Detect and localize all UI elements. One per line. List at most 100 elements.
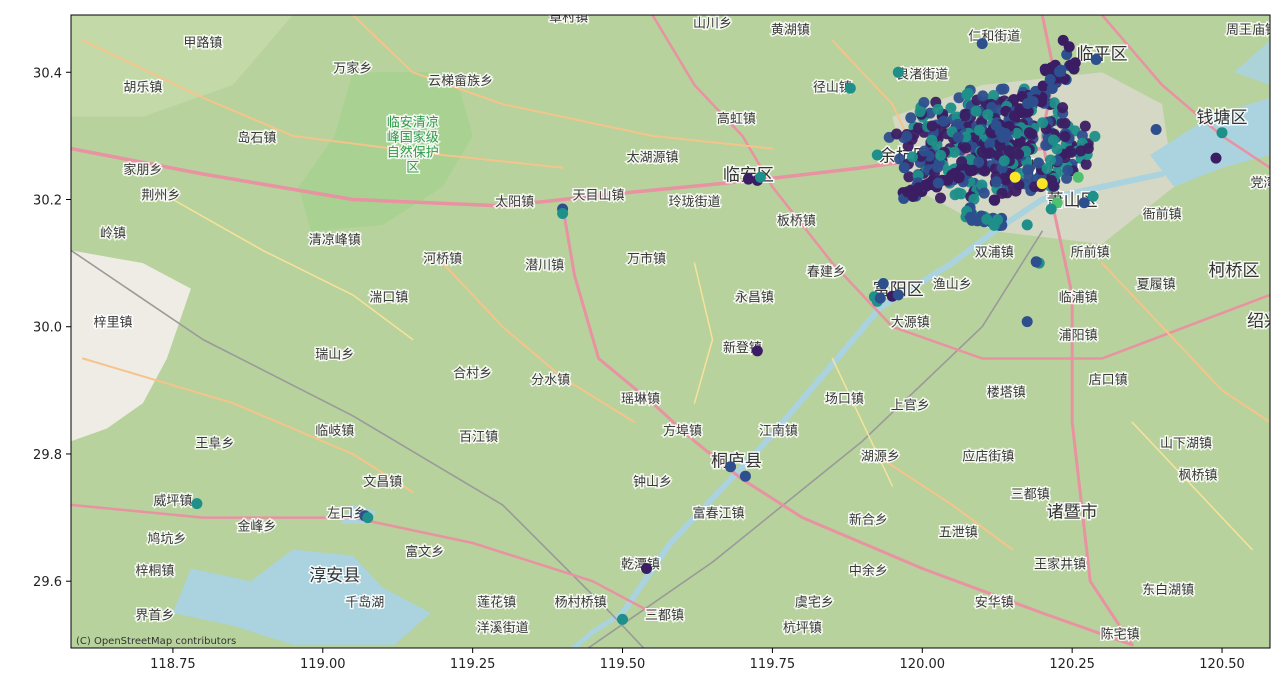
place-label: 场口镇 bbox=[825, 392, 864, 407]
cluster-point bbox=[1044, 74, 1056, 85]
place-label: 金峰乡 bbox=[237, 518, 276, 534]
cluster-point bbox=[1059, 131, 1071, 142]
cluster-point bbox=[902, 186, 913, 198]
qiantang-estuary bbox=[1150, 97, 1270, 187]
place-label: 淳安县 bbox=[309, 566, 360, 586]
cluster-point bbox=[1032, 157, 1044, 169]
cluster-point bbox=[965, 211, 977, 223]
primary-road-3 bbox=[441, 262, 636, 424]
place-label: 诸暨市 bbox=[1047, 503, 1098, 523]
scatter-point bbox=[191, 498, 203, 510]
cluster-point bbox=[1082, 143, 1094, 154]
place-label: 钱塘区 bbox=[1197, 108, 1248, 128]
cluster-point bbox=[1051, 143, 1063, 155]
cluster-point bbox=[1008, 110, 1020, 122]
place-label: 应店街镇 bbox=[962, 448, 1014, 464]
place-label: 甲路镇 bbox=[183, 35, 222, 51]
cluster-point bbox=[959, 110, 971, 122]
place-label: 胡乐镇 bbox=[123, 80, 162, 95]
scatter-point bbox=[751, 345, 763, 357]
place-label: 三都镇 bbox=[1011, 487, 1050, 502]
scatter-point bbox=[1009, 171, 1021, 183]
cluster-point bbox=[935, 192, 946, 204]
cluster-point bbox=[938, 115, 950, 127]
place-label: 绍兴 bbox=[1247, 312, 1281, 332]
place-label: 乾潭镇 bbox=[621, 557, 660, 572]
x-tick-label: 119.25 bbox=[450, 657, 496, 672]
place-label: 临平区 bbox=[1077, 45, 1128, 65]
cluster-point bbox=[1053, 66, 1065, 78]
cluster-point bbox=[926, 120, 938, 132]
cluster-point bbox=[945, 102, 957, 114]
cluster-point bbox=[998, 83, 1010, 95]
place-label: 天目山镇 bbox=[573, 188, 625, 203]
cluster-point bbox=[935, 149, 947, 161]
place-label: 山下湖镇 bbox=[1160, 437, 1212, 452]
scatter-point bbox=[892, 66, 904, 78]
place-label: 荆州乡 bbox=[141, 187, 180, 203]
cluster-point bbox=[906, 151, 918, 163]
place-label: 清凉峰镇 bbox=[309, 233, 361, 248]
scatter-point bbox=[1210, 152, 1222, 164]
cluster-point bbox=[1079, 120, 1091, 132]
cluster-point bbox=[981, 213, 993, 225]
cluster-point bbox=[932, 177, 944, 189]
place-label: 玲珑街道 bbox=[668, 195, 720, 210]
place-label: 大源镇 bbox=[891, 316, 930, 331]
place-label: 党湾镇 bbox=[1250, 175, 1282, 191]
place-label: 钟山乡 bbox=[633, 474, 672, 490]
place-label: 湍口镇 bbox=[369, 290, 408, 305]
cluster-point bbox=[1037, 117, 1049, 129]
cluster-point bbox=[988, 219, 1000, 231]
province-outside-area bbox=[71, 250, 191, 442]
axes-frame bbox=[70, 14, 1271, 649]
place-label: 店口镇 bbox=[1089, 373, 1128, 388]
scatter-point bbox=[898, 162, 910, 174]
y-tick-label: 30.4 bbox=[33, 66, 62, 81]
place-label: 太阳镇 bbox=[495, 195, 534, 210]
primary-road-4 bbox=[82, 357, 414, 494]
place-label: 富文乡 bbox=[405, 544, 444, 560]
cluster-point bbox=[1003, 145, 1015, 157]
scatter-point bbox=[1078, 197, 1090, 209]
cluster-point bbox=[1013, 148, 1025, 160]
estuary-north bbox=[1234, 40, 1270, 85]
place-label: 东白湖镇 bbox=[1142, 582, 1194, 598]
x-tick-label: 119.50 bbox=[600, 657, 646, 672]
scatter-point bbox=[739, 470, 751, 482]
scatter-point bbox=[1150, 124, 1162, 135]
place-label: 太湖源镇 bbox=[627, 150, 679, 165]
scatter-point bbox=[362, 512, 374, 524]
cluster-point bbox=[932, 161, 944, 173]
cluster-point bbox=[973, 124, 985, 136]
place-label: 新合乡 bbox=[849, 512, 888, 528]
cluster-point bbox=[998, 155, 1010, 167]
place-label: 杨村桥镇 bbox=[555, 596, 607, 611]
scatter-point bbox=[1039, 63, 1051, 75]
place-label: 临浦镇 bbox=[1059, 290, 1098, 305]
cluster-point bbox=[926, 134, 938, 146]
place-label: 枫桥镇 bbox=[1179, 468, 1218, 483]
cluster-point bbox=[918, 97, 930, 108]
scatter-point bbox=[742, 173, 754, 185]
cluster-point bbox=[905, 112, 917, 124]
y-tick-label: 30.0 bbox=[33, 321, 62, 336]
cluster-point bbox=[1068, 63, 1080, 75]
place-label: 中余乡 bbox=[849, 563, 888, 579]
nature-reserve-area bbox=[298, 72, 473, 232]
place-label: 山川乡 bbox=[693, 17, 732, 32]
expressway-ring bbox=[651, 15, 1270, 360]
scatter-point bbox=[1063, 41, 1075, 53]
place-label: 周王庙镇 bbox=[1226, 23, 1278, 38]
cluster-point bbox=[1076, 130, 1088, 142]
cluster-point bbox=[989, 194, 1001, 206]
scatter-point bbox=[976, 38, 988, 50]
scatter-point bbox=[1021, 316, 1033, 328]
place-label: 家朋乡 bbox=[123, 162, 162, 178]
place-label: 柯桥区 bbox=[1209, 261, 1260, 281]
x-tick-label: 118.75 bbox=[150, 657, 196, 672]
xin-an-river bbox=[569, 610, 625, 648]
cluster-point bbox=[1046, 83, 1058, 94]
place-label: 梓里镇 bbox=[93, 316, 132, 331]
